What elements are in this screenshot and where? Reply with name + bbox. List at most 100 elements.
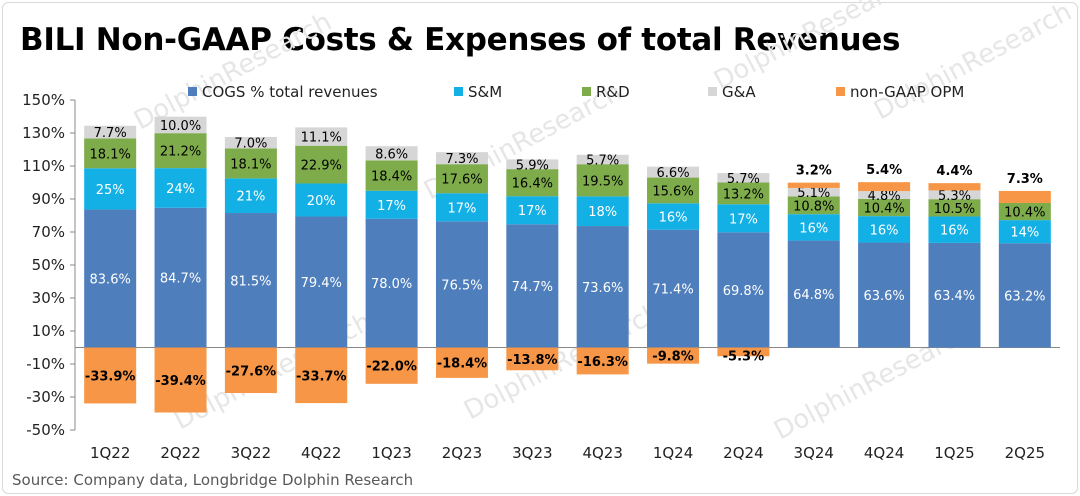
legend-swatch-cogs xyxy=(188,87,197,96)
label-rd: 22.9% xyxy=(301,159,342,174)
bar-cogs xyxy=(858,242,911,348)
label-rd: 13.2% xyxy=(723,187,764,202)
label-ga: 11.1% xyxy=(301,131,342,146)
bar-opm xyxy=(858,182,911,192)
bar-cogs xyxy=(787,240,840,348)
bar-cogs xyxy=(435,221,488,348)
bar-opm xyxy=(647,347,700,364)
label-cogs: 74.7% xyxy=(512,280,553,295)
label-cogs: 81.5% xyxy=(230,274,271,289)
y-tick-label: 50% xyxy=(32,256,65,274)
label-ga: 7.3% xyxy=(445,152,478,167)
label-opm: -16.3% xyxy=(577,355,628,370)
bar-ga xyxy=(295,127,348,146)
bar-sm xyxy=(647,203,700,230)
x-tick-label: 1Q22 xyxy=(90,444,130,462)
label-cogs: 69.8% xyxy=(723,284,764,299)
label-cogs: 63.2% xyxy=(1004,289,1045,304)
label-sm: 17% xyxy=(377,199,406,214)
x-tick-label: 2Q23 xyxy=(442,444,482,462)
label-opm: 3.2% xyxy=(796,164,832,179)
label-opm: 7.3% xyxy=(1007,172,1043,187)
bar-cogs xyxy=(998,243,1051,348)
label-sm: 18% xyxy=(588,205,617,220)
label-rd: 18.1% xyxy=(90,147,131,162)
x-tick-label: 3Q23 xyxy=(512,444,552,462)
label-opm: -33.7% xyxy=(296,369,347,384)
bar-opm xyxy=(576,347,629,375)
y-tick-label: 130% xyxy=(22,124,65,142)
bar-sm xyxy=(928,216,981,243)
label-ga: 4.8% xyxy=(868,189,901,204)
bar-opm xyxy=(717,347,770,357)
y-tick-label: 10% xyxy=(32,322,65,340)
label-sm: 16% xyxy=(659,210,688,225)
legend-label-rd: R&D xyxy=(596,83,630,101)
label-sm: 20% xyxy=(307,194,336,209)
label-sm: 16% xyxy=(940,224,969,239)
label-rd: 17.6% xyxy=(441,173,482,188)
label-opm: -9.8% xyxy=(652,350,693,365)
x-tick-label: 4Q23 xyxy=(582,444,622,462)
bar-ga xyxy=(154,116,207,134)
label-rd: 16.4% xyxy=(512,177,553,192)
y-tick-label: 110% xyxy=(22,157,65,175)
bar-opm xyxy=(787,182,840,188)
label-ga: 5.7% xyxy=(586,153,619,168)
label-rd: 21.2% xyxy=(160,145,201,160)
bar-ga xyxy=(647,166,700,178)
label-rd: 18.1% xyxy=(230,157,271,172)
bar-sm xyxy=(154,168,207,208)
legend-swatch-opm xyxy=(836,87,845,96)
bar-cogs xyxy=(365,218,418,348)
bar-rd xyxy=(998,202,1051,221)
bar-sm xyxy=(858,216,911,243)
bar-rd xyxy=(295,145,348,184)
bar-ga xyxy=(928,190,981,200)
bar-opm xyxy=(506,347,559,371)
label-opm: 4.4% xyxy=(936,164,972,179)
bar-rd xyxy=(365,160,418,191)
x-tick-label: 1Q25 xyxy=(934,444,974,462)
x-tick-label: 3Q22 xyxy=(231,444,271,462)
bar-opm xyxy=(365,347,418,384)
bar-sm xyxy=(506,196,559,225)
label-cogs: 83.6% xyxy=(90,273,131,288)
bar-cogs xyxy=(506,224,559,348)
label-opm: 5.4% xyxy=(866,163,902,178)
label-cogs: 63.6% xyxy=(863,289,904,304)
bar-sm xyxy=(998,220,1051,244)
label-ga: 10.0% xyxy=(160,119,201,134)
watermark-text: DolphinResearch xyxy=(459,297,667,426)
chart-title: BILI Non-GAAP Costs & Expenses of total … xyxy=(20,22,901,58)
label-cogs: 64.8% xyxy=(793,288,834,303)
x-tick-label: 4Q24 xyxy=(864,444,904,462)
bar-rd xyxy=(647,177,700,204)
bar-cogs xyxy=(717,232,770,348)
label-opm: -18.4% xyxy=(437,357,488,372)
bar-sm xyxy=(576,196,629,227)
label-cogs: 78.0% xyxy=(371,277,412,292)
label-ga: 5.1% xyxy=(797,186,830,201)
watermark-text: DolphinResearch xyxy=(869,0,1077,126)
bar-sm xyxy=(84,168,137,210)
bar-ga xyxy=(787,187,840,197)
bar-rd xyxy=(224,148,277,179)
bar-opm xyxy=(84,347,137,404)
bar-ga xyxy=(717,173,770,183)
bar-opm xyxy=(224,347,277,394)
label-sm: 24% xyxy=(166,182,195,197)
label-opm: -33.9% xyxy=(85,369,136,384)
bar-cogs xyxy=(928,242,981,348)
label-opm: -13.8% xyxy=(507,353,558,368)
x-tick-label: 1Q24 xyxy=(653,444,693,462)
legend-swatch-rd xyxy=(582,87,591,96)
bar-rd xyxy=(506,169,559,197)
watermark-text: DolphinResearch xyxy=(709,0,917,96)
bar-rd xyxy=(717,182,770,205)
bar-ga xyxy=(365,146,418,161)
label-cogs: 73.6% xyxy=(582,281,623,296)
label-sm: 25% xyxy=(96,183,125,198)
bar-ga xyxy=(858,191,911,199)
x-tick-label: 4Q22 xyxy=(301,444,341,462)
